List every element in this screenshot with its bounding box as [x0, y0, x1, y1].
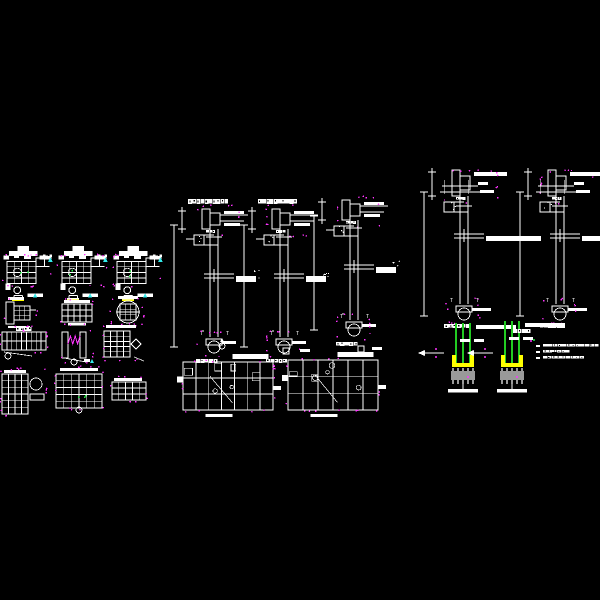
svg-text:T: T [450, 298, 453, 304]
svg-text:T: T [340, 314, 343, 320]
svg-text:T: T [226, 331, 229, 337]
svg-text:T: T [572, 298, 575, 304]
svg-text:T: T [546, 298, 549, 304]
svg-text:T: T [296, 331, 299, 337]
